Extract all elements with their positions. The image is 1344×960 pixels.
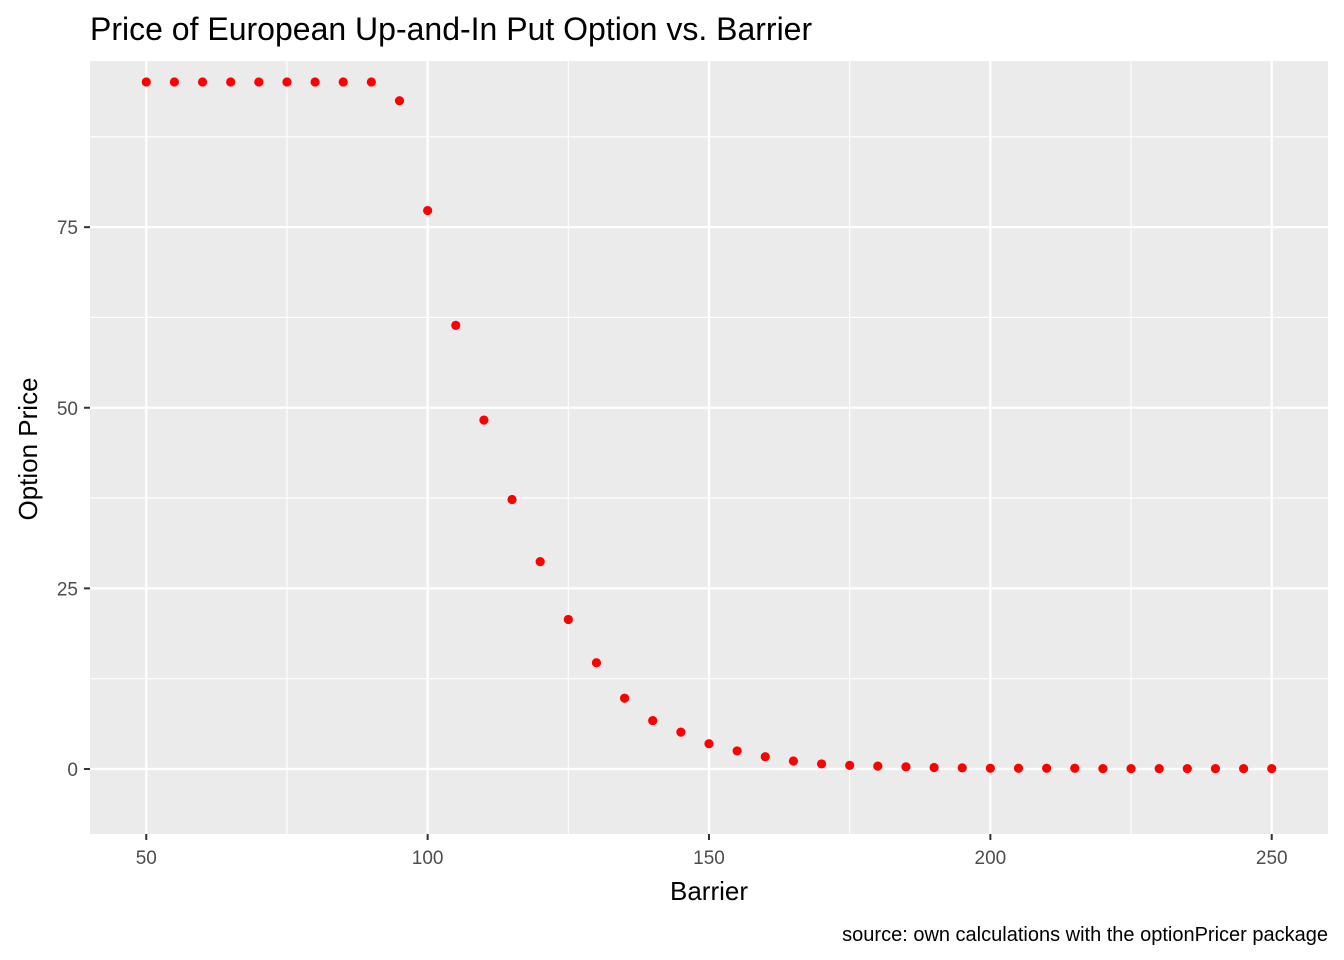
- data-point: [254, 77, 264, 87]
- chart-title: Price of European Up-and-In Put Option v…: [90, 11, 812, 47]
- data-point: [338, 77, 348, 87]
- data-point: [676, 727, 686, 737]
- caption: source: own calculations with the option…: [842, 924, 1328, 946]
- y-tick-label: 25: [57, 579, 78, 600]
- y-tick-label: 75: [57, 218, 78, 239]
- data-point: [591, 658, 602, 668]
- data-point: [873, 761, 883, 771]
- data-point: [394, 96, 405, 106]
- data-point: [788, 756, 799, 766]
- data-point: [816, 759, 827, 769]
- data-point: [197, 77, 208, 87]
- data-point: [929, 762, 939, 773]
- x-tick-label: 200: [975, 848, 1007, 869]
- x-tick-label: 100: [412, 848, 444, 869]
- y-axis-title: Option Price: [13, 377, 43, 520]
- data-point: [1238, 764, 1249, 774]
- data-point: [141, 77, 151, 87]
- y-tick-label: 50: [57, 399, 78, 420]
- data-point: [226, 77, 236, 87]
- data-point: [704, 739, 714, 749]
- x-tick-label: 250: [1256, 848, 1288, 869]
- data-point: [423, 205, 433, 216]
- y-tick-label: 0: [67, 760, 78, 781]
- data-point: [985, 763, 995, 773]
- data-point: [451, 320, 461, 331]
- data-point: [901, 762, 911, 772]
- data-point: [619, 693, 630, 703]
- data-point: [1013, 763, 1024, 773]
- data-point: [1154, 764, 1164, 774]
- data-point: [648, 715, 658, 726]
- data-point: [845, 760, 855, 770]
- data-point: [732, 746, 742, 756]
- data-point: [1070, 763, 1080, 773]
- data-point: [535, 557, 545, 567]
- data-point: [282, 77, 292, 87]
- x-axis-title: Barrier: [670, 876, 748, 906]
- x-tick-label: 150: [693, 848, 725, 869]
- data-point: [760, 752, 770, 762]
- data-point: [507, 494, 517, 505]
- data-point: [563, 614, 573, 625]
- data-point: [366, 77, 376, 87]
- data-point: [1042, 763, 1052, 773]
- data-point: [1098, 764, 1108, 774]
- data-point: [1267, 764, 1277, 774]
- data-point: [1126, 764, 1136, 774]
- data-points: [141, 77, 1277, 774]
- data-point: [957, 763, 967, 773]
- data-point: [310, 77, 320, 87]
- major-gridlines: [90, 61, 1328, 834]
- data-point: [169, 77, 180, 87]
- data-point: [1182, 764, 1192, 774]
- data-point: [479, 415, 489, 425]
- axis-ticks: 50 100 150 200 250 0 25 50 75: [57, 218, 1288, 869]
- x-tick-label: 50: [136, 848, 157, 869]
- data-point: [1210, 764, 1221, 774]
